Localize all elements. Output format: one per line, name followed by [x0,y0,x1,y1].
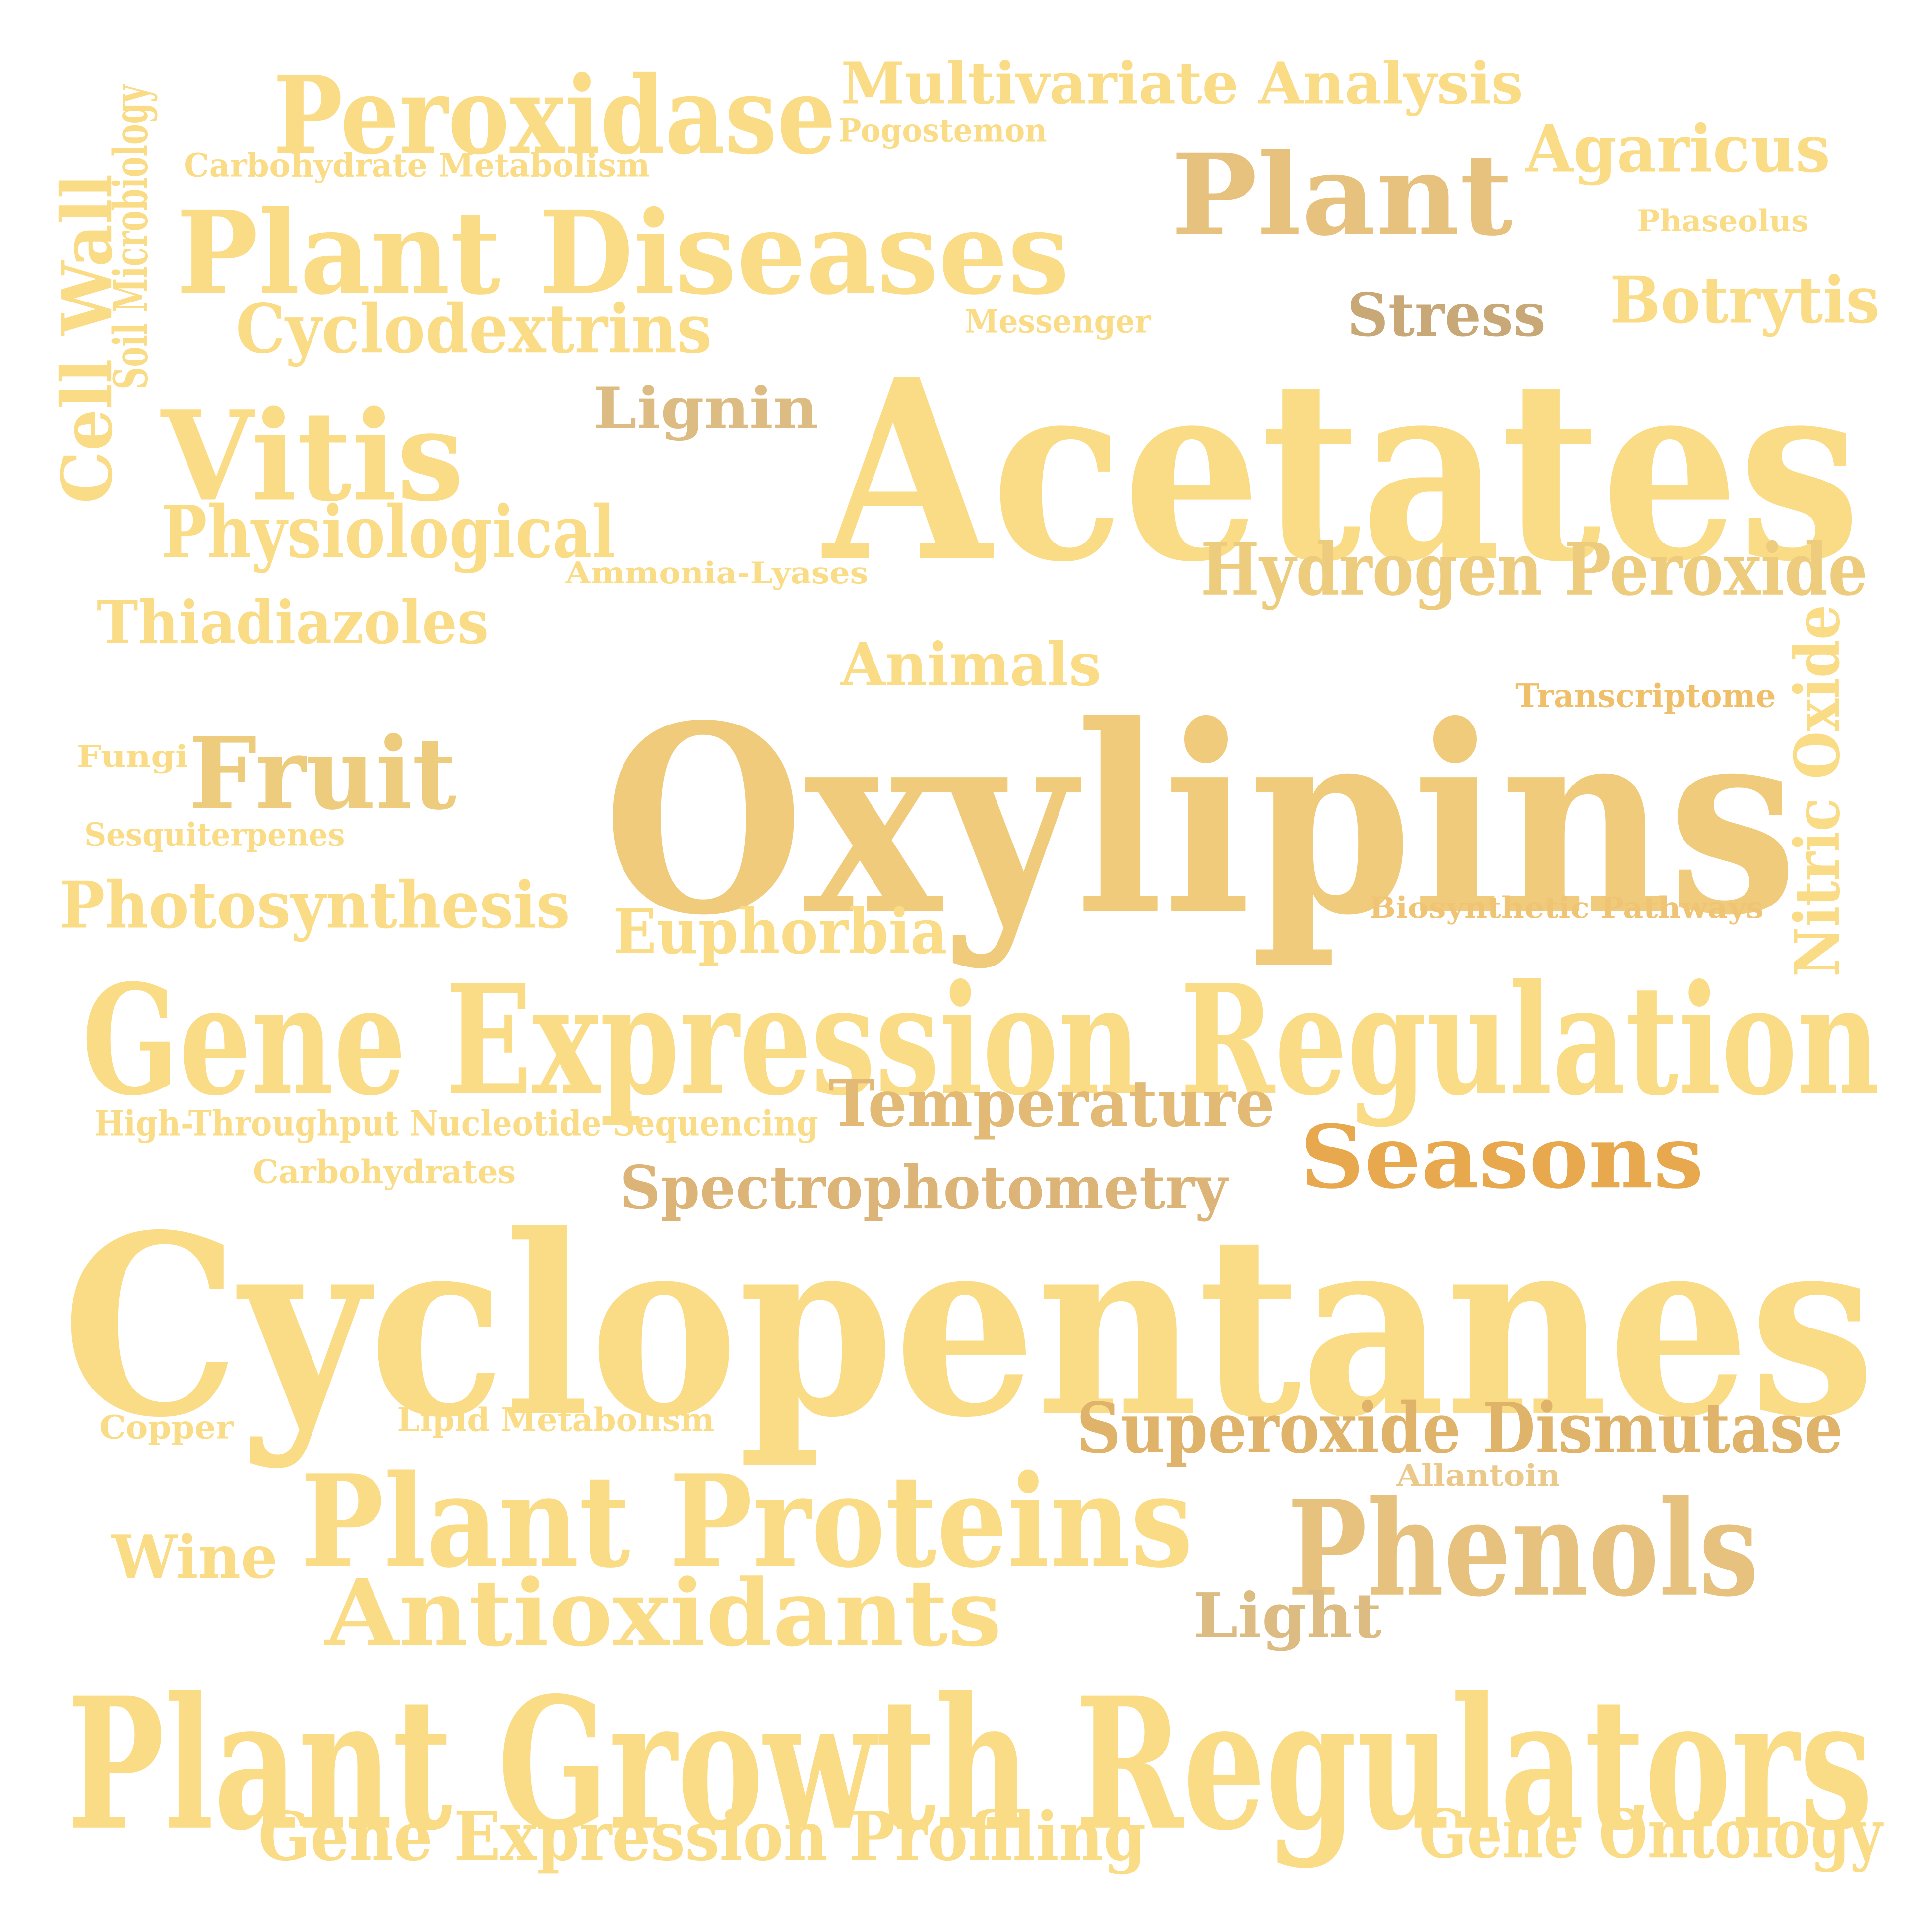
word-seasons: Seasons [1300,1105,1704,1208]
word-plant-proteins: Plant Proteins [300,1447,1193,1596]
word-peroxidase: Peroxidase [273,52,836,179]
word-animals: Animals [840,629,1102,700]
word-vitis: Vitis [161,383,464,530]
word-gene-expression-profiling: Gene Expression Profiling [258,1796,1146,1876]
word-sesquiterpenes: Sesquiterpenes [84,815,345,853]
word-multivariate-analysis: Multivariate Analysis [840,49,1523,117]
word-gene-ontology: Gene Ontology [1419,1794,1882,1873]
word-fruit: Fruit [188,715,456,832]
word-cyclopentanes: Cyclopentanes [62,1180,1875,1473]
word-ammonia-lyases: Ammonia-Lyases [565,555,868,591]
word-plant-growth-regulators: Plant Growth Regulators [66,1657,1873,1871]
word-high-throughput-nucleotide-sequencing: High-Throughput Nucleotide Sequencing [94,1102,818,1144]
word-photosynthesis: Photosynthesis [60,867,570,943]
word-superoxide-dismutase: Superoxide Dismutase [1076,1387,1843,1469]
word-fungi: Fungi [76,738,188,774]
word-lignin: Lignin [593,374,818,442]
word-botrytis: Botrytis [1610,262,1880,338]
word-soil-microbiology: Soil Microbiology [102,84,158,389]
word-antioxidants: Antioxidants [325,1559,1002,1667]
word-light: Light [1192,1578,1382,1652]
word-transcriptome: Transcriptome [1515,676,1776,715]
word-euphorbia: Euphorbia [613,894,947,968]
word-plant-diseases: Plant Diseases [176,185,1069,320]
word-hydrogen-peroxide: Hydrogen Peroxide [1200,526,1868,612]
word-cyclodextrins: Cyclodextrins [235,289,712,368]
word-lipid-metabolism: Lipid Metabolism [396,1400,714,1439]
word-copper: Copper [99,1408,234,1446]
word-agaricus: Agaricus [1525,111,1830,187]
word-acetates: Acetates [823,325,1861,617]
word-carbohydrate-metabolism: Carbohydrate Metabolism [183,146,650,184]
word-biosynthetic-pathways: Biosynthetic Pathways [1369,890,1764,925]
word-pogostemon: Pogostemon [838,111,1047,149]
word-oxylipins: Oxylipins [603,668,1798,973]
word-thiadiazoles: Thiadiazoles [96,587,489,658]
word-temperature: Temperature [828,1065,1275,1142]
word-phenols: Phenols [1287,1471,1759,1626]
word-plant: Plant [1171,128,1513,261]
word-spectrophotometry: Spectrophotometry [620,1152,1228,1223]
word-wine: Wine [112,1522,278,1592]
word-gene-expression-regulation: Gene Expression Regulation [82,951,1880,1130]
word-carbohydrates: Carbohydrates [253,1152,516,1191]
word-phaseolus: Phaseolus [1637,203,1808,239]
word-stress: Stress [1346,280,1546,350]
word-allantoin: Allantoin [1396,1457,1560,1493]
word-nitric-oxide: Nitric Oxide [1780,604,1854,977]
word-messenger: Messenger [965,302,1151,340]
word-physiological: Physiological [161,489,616,575]
